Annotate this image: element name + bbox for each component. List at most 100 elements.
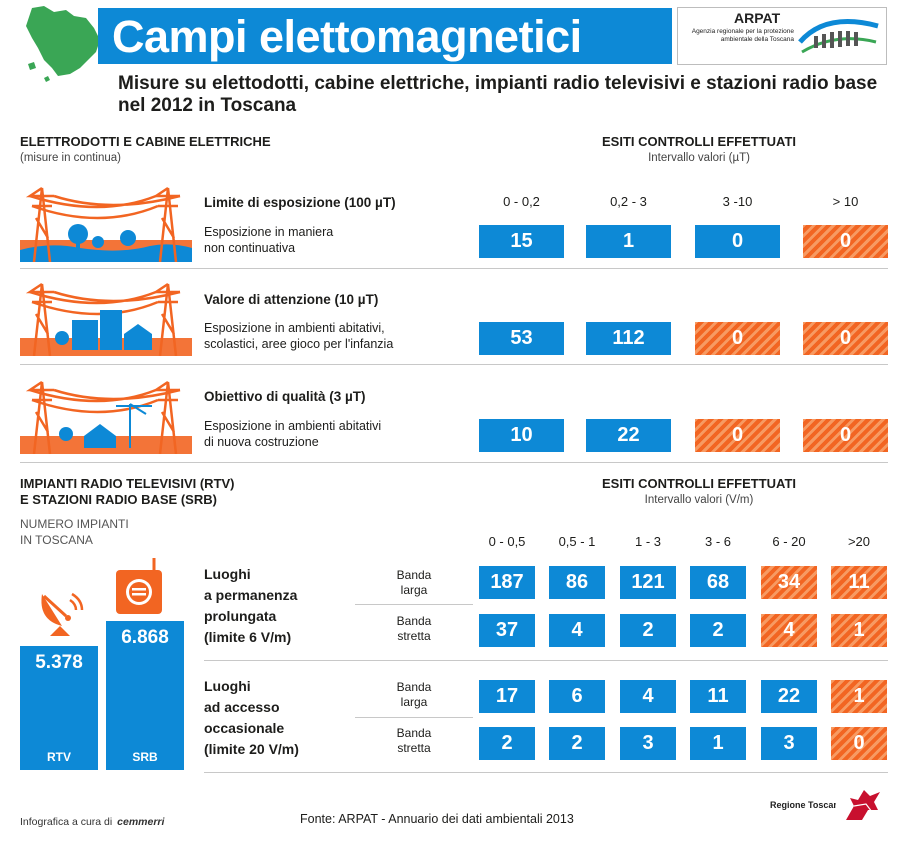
group-label: Luoghi ad accesso occasionale (limite 20… <box>204 676 299 760</box>
band-label: Banda stretta <box>355 726 473 756</box>
band-label-line: larga <box>400 695 428 709</box>
srb-value: 6.868 <box>121 627 169 648</box>
band-label-line: stretta <box>397 629 431 643</box>
group-label-line: Luoghi <box>204 678 251 694</box>
exposure-desc: Esposizione in ambienti abitativi di nuo… <box>204 418 381 450</box>
value-cell-over-limit: 11 <box>831 566 887 599</box>
value-cell: 15 <box>479 225 564 258</box>
page-subtitle: Misure su elettodotti, cabine elettriche… <box>118 73 878 116</box>
value-cell-over-limit: 1 <box>831 680 887 713</box>
rtv-value: 5.378 <box>35 652 83 673</box>
value-cell: 2 <box>690 614 746 647</box>
value-cell: 3 <box>761 727 817 760</box>
divider <box>355 717 473 718</box>
group-label-line: a permanenza <box>204 587 298 603</box>
exposure-desc-line: Esposizione in ambienti abitativi <box>204 419 382 433</box>
limit-label: Valore di attenzione (10 µT) <box>204 292 379 307</box>
esiti-title-1: ESITI CONTROLLI EFFETTUATI <box>601 134 797 149</box>
value-cell: 121 <box>620 566 676 599</box>
count-label-line: NUMERO IMPIANTI <box>20 517 129 531</box>
band-label: Banda larga <box>355 680 473 710</box>
range-header: 0 - 0,5 <box>488 534 526 549</box>
radio-icon <box>116 558 162 614</box>
band-label-line: Banda <box>396 568 432 582</box>
count-label-line: IN TOSCANA <box>20 533 93 547</box>
rtv-label: RTV <box>47 750 71 764</box>
value-cell: 4 <box>620 680 676 713</box>
limit-label: Obiettivo di qualità (3 µT) <box>204 389 366 404</box>
value-cell: 22 <box>761 680 817 713</box>
range-header: 3 - 6 <box>704 534 731 549</box>
divider <box>20 462 888 463</box>
value-cell-over-limit: 0 <box>695 322 780 355</box>
band-label-line: Banda <box>396 614 432 628</box>
group-label-line: prolungata <box>204 608 277 624</box>
elettrodotti-title: ELETTRODOTTI E CABINE ELETTRICHE <box>20 134 271 149</box>
impianti-title-line: E STAZIONI RADIO BASE (SRB) <box>20 492 217 507</box>
group-label-line: occasionale <box>204 720 285 736</box>
rtv-bar <box>20 646 98 770</box>
exposure-desc: Esposizione in ambienti abitativi, scola… <box>204 320 393 352</box>
value-cell: 1 <box>586 225 671 258</box>
value-cell-over-limit: 4 <box>761 614 817 647</box>
value-cell-over-limit: 0 <box>831 727 887 760</box>
power-line-trees-icon <box>20 186 192 262</box>
region-name: Regione Toscana <box>770 800 844 810</box>
range-header: 6 - 20 <box>772 534 806 549</box>
value-cell: 6 <box>549 680 605 713</box>
srb-label: SRB <box>132 750 158 764</box>
divider <box>355 604 473 605</box>
esiti-title-2: ESITI CONTROLLI EFFETTUATI <box>601 476 797 491</box>
value-cell: 17 <box>479 680 535 713</box>
value-cell: 37 <box>479 614 535 647</box>
srb-bar <box>106 621 184 770</box>
group-label-line: (limite 20 V/m) <box>204 741 299 757</box>
range-header: 0 - 0,2 <box>503 194 540 209</box>
range-header: 1 - 3 <box>634 534 661 549</box>
pegasus-emblem-icon <box>836 780 888 830</box>
value-cell: 2 <box>620 614 676 647</box>
satellite-dish-icon <box>41 592 84 636</box>
value-cell: 53 <box>479 322 564 355</box>
value-cell: 22 <box>586 419 671 452</box>
band-label-line: larga <box>400 583 428 597</box>
title-band <box>98 8 672 64</box>
divider <box>20 268 888 269</box>
tuscany-map-icon <box>26 6 100 82</box>
group-label-line: Luoghi <box>204 566 251 582</box>
value-cell: 112 <box>586 322 671 355</box>
credit-text: Infografica a cura di <box>20 816 113 828</box>
impianti-title: IMPIANTI RADIO TELEVISIVI (RTV) E STAZIO… <box>20 476 235 508</box>
value-cell: 10 <box>479 419 564 452</box>
band-label: Banda stretta <box>355 614 473 644</box>
exposure-desc-line: Esposizione in ambienti abitativi, <box>204 321 385 335</box>
range-header: 3 -10 <box>722 194 753 209</box>
group-label-line: ad accesso <box>204 699 280 715</box>
band-label-line: Banda <box>396 726 432 740</box>
count-label: NUMERO IMPIANTI IN TOSCANA <box>20 516 129 548</box>
value-cell-over-limit: 0 <box>803 225 888 258</box>
credit: Infografica a cura di cemmerri <box>20 816 164 828</box>
value-cell: 4 <box>549 614 605 647</box>
value-cell-over-limit: 0 <box>803 419 888 452</box>
group-label: Luoghi a permanenza prolungata (limite 6… <box>204 564 297 648</box>
credit-brand: cemmerri <box>117 816 165 828</box>
exposure-desc: Esposizione in maniera non continuativa <box>204 224 333 256</box>
value-cell-over-limit: 0 <box>803 322 888 355</box>
range-header: 0,2 - 3 <box>610 194 647 209</box>
divider <box>204 660 888 661</box>
band-label-line: Banda <box>396 680 432 694</box>
value-cell-over-limit: 0 <box>695 419 780 452</box>
exposure-desc-line: non continuativa <box>204 241 296 255</box>
value-cell: 3 <box>620 727 676 760</box>
elettrodotti-note: (misure in continua) <box>20 152 121 164</box>
value-cell: 1 <box>690 727 746 760</box>
value-cell: 68 <box>690 566 746 599</box>
arpat-logo <box>677 7 887 65</box>
exposure-desc-line: di nuova costruzione <box>204 435 319 449</box>
source: Fonte: ARPAT - Annuario dei dati ambient… <box>300 812 574 826</box>
divider <box>204 772 888 773</box>
logo-tagline: Agenzia regionale per la protezione ambi… <box>691 28 794 43</box>
range-header: 0,5 - 1 <box>558 534 596 549</box>
value-cell: 2 <box>479 727 535 760</box>
